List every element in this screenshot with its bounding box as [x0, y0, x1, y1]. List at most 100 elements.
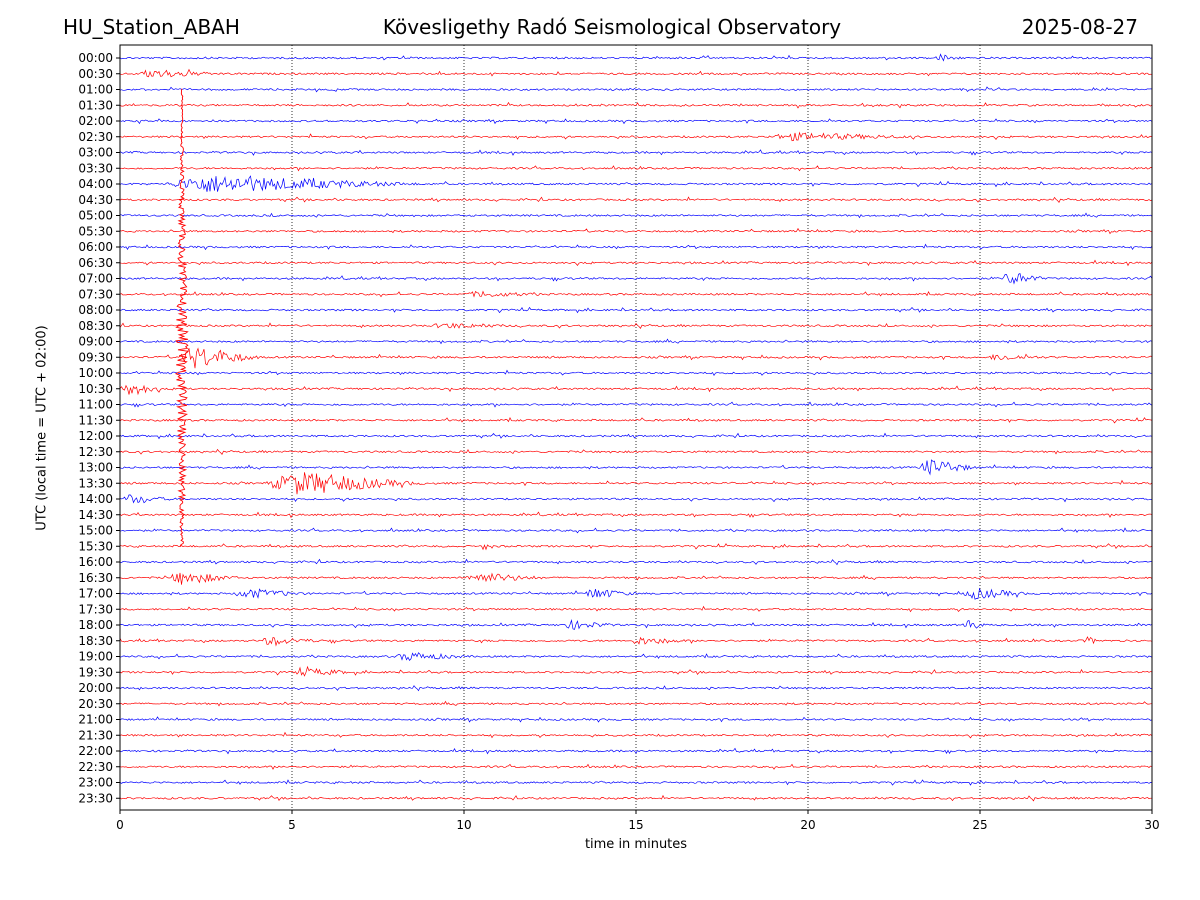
y-tick-label: 12:30 [78, 445, 113, 459]
x-tick-label: 10 [456, 818, 471, 832]
trace-01:30 [119, 101, 1153, 109]
y-tick-label: 13:30 [78, 476, 113, 490]
y-tick-label: 14:00 [78, 492, 113, 506]
y-tick-label: 06:00 [78, 240, 113, 254]
trace-19:30 [119, 665, 1153, 677]
trace-08:00 [119, 306, 1153, 314]
trace-15:00 [119, 527, 1153, 534]
trace-04:00 [119, 175, 1153, 192]
trace-07:30 [119, 290, 1153, 298]
y-tick-label: 20:30 [78, 697, 113, 711]
y-tick-label: 11:30 [78, 413, 113, 427]
trace-00:30 [119, 68, 1153, 78]
trace-03:30 [119, 165, 1153, 172]
y-tick-label: 09:00 [78, 335, 113, 349]
trace-13:00 [119, 459, 1153, 476]
y-tick-label: 05:00 [78, 209, 113, 223]
station-name: HU_Station_ABAH [63, 15, 240, 39]
y-tick-label: 03:00 [78, 146, 113, 160]
y-tick-label: 19:30 [78, 665, 113, 679]
trace-13:30 [119, 472, 1153, 495]
trace-11:30 [119, 416, 1153, 424]
y-tick-label: 22:30 [78, 760, 113, 774]
y-tick-label: 17:00 [78, 587, 113, 601]
y-tick-label: 21:30 [78, 728, 113, 742]
y-tick-label: 18:00 [78, 618, 113, 632]
trace-09:00 [119, 338, 1153, 345]
trace-23:30 [119, 794, 1152, 802]
y-tick-label: 07:00 [78, 272, 113, 286]
x-tick-label: 25 [972, 818, 987, 832]
x-tick-label: 0 [116, 818, 124, 832]
trace-08:30 [119, 322, 1153, 329]
y-tick-label: 02:00 [78, 114, 113, 128]
trace-17:30 [119, 605, 1153, 613]
trace-04:30 [119, 196, 1153, 203]
y-tick-label: 19:00 [78, 650, 113, 664]
y-tick-label: 10:00 [78, 366, 113, 380]
trace-09:30 [119, 347, 1153, 369]
y-tick-label: 16:30 [78, 571, 113, 585]
y-tick-label: 09:30 [78, 350, 113, 364]
y-tick-label: 04:30 [78, 193, 113, 207]
x-axis-label: time in minutes [584, 837, 688, 852]
x-tick-label: 30 [1144, 818, 1159, 832]
trace-01:00 [119, 86, 1153, 93]
trace-14:30 [119, 511, 1153, 519]
trace-06:00 [119, 243, 1153, 251]
trace-18:00 [119, 619, 1153, 630]
y-tick-label: 23:30 [78, 791, 113, 805]
y-tick-label: 04:00 [78, 177, 113, 191]
y-tick-label: 00:00 [78, 51, 113, 65]
y-tick-label: 13:00 [78, 461, 113, 475]
trace-02:00 [119, 118, 1153, 125]
trace-12:00 [119, 432, 1153, 440]
trace-22:00 [119, 747, 1153, 755]
x-tick-label: 20 [800, 818, 815, 832]
y-tick-label: 15:30 [78, 539, 113, 553]
trace-21:00 [119, 716, 1153, 723]
record-date: 2025-08-27 [1021, 15, 1138, 39]
y-tick-label: 01:30 [78, 98, 113, 112]
y-tick-label: 20:00 [78, 681, 113, 695]
y-tick-label: 08:30 [78, 319, 113, 333]
trace-10:30 [119, 384, 1152, 396]
trace-23:00 [119, 779, 1153, 786]
trace-15:30 [119, 543, 1153, 551]
trace-17:00 [119, 587, 1153, 600]
trace-05:00 [119, 212, 1153, 219]
y-axis-label: UTC (local time = UTC + 02:00) [34, 325, 50, 531]
trace-05:30 [119, 227, 1153, 235]
y-tick-label: 02:30 [78, 130, 113, 144]
trace-14:00 [119, 494, 1153, 504]
trace-06:30 [119, 259, 1153, 267]
y-tick-label: 23:00 [78, 776, 113, 790]
y-tick-label: 16:00 [78, 555, 113, 569]
trace-12:30 [119, 448, 1153, 455]
x-tick-label: 15 [628, 818, 643, 832]
trace-20:00 [119, 685, 1153, 692]
trace-16:00 [119, 558, 1153, 566]
y-tick-label: 22:00 [78, 744, 113, 758]
seismic-traces [119, 53, 1153, 802]
trace-03:00 [119, 149, 1153, 156]
trace-22:30 [119, 763, 1153, 770]
y-tick-label: 07:30 [78, 287, 113, 301]
trace-21:30 [119, 731, 1153, 739]
y-tick-label: 00:30 [78, 67, 113, 81]
y-tick-label: 06:30 [78, 256, 113, 270]
trace-18:30 [119, 636, 1153, 647]
trace-16:30 [119, 572, 1153, 585]
y-tick-label: 14:30 [78, 508, 113, 522]
grid-lines [291, 45, 981, 810]
y-tick-label: 10:30 [78, 382, 113, 396]
earthquake-spike [174, 88, 190, 547]
trace-20:30 [119, 700, 1153, 707]
y-tick-label: 05:30 [78, 224, 113, 238]
trace-02:30 [119, 131, 1153, 142]
observatory-title: Kövesligethy Radó Seismological Observat… [382, 15, 842, 39]
trace-00:00 [119, 53, 1153, 62]
trace-19:00 [119, 652, 1153, 662]
trace-10:00 [119, 369, 1153, 376]
